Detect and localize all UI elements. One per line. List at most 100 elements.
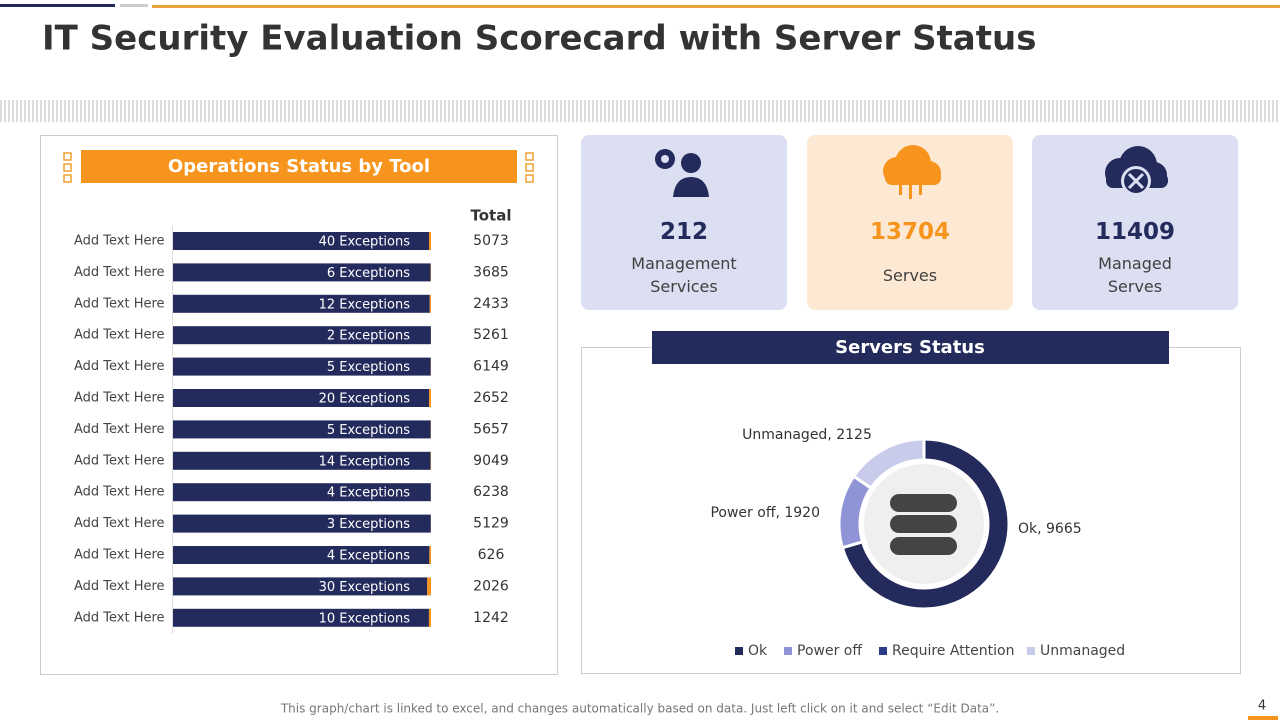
stripe [184,100,186,122]
slice-label: Ok, 9665 [1018,521,1082,537]
stripe [292,100,294,122]
stripe [452,100,454,122]
legend-swatch [784,647,792,655]
stripe [932,100,934,122]
stripe [56,100,58,122]
stripe-band [0,100,1278,122]
donut-chart-title: Servers Status [835,337,985,358]
stripe [616,100,618,122]
page-number: 4 [1258,699,1266,714]
stripe [668,100,670,122]
stripe [792,100,794,122]
stripe [476,100,478,122]
top-bar-navy [0,4,115,7]
stripe [692,100,694,122]
legend-swatch [879,647,887,655]
stripe [1212,100,1214,122]
stripe [312,100,314,122]
stripe [448,100,450,122]
legend-swatch [1027,647,1035,655]
stripe [1052,100,1054,122]
stripe [472,100,474,122]
stripe [1248,100,1250,122]
bar-segment [173,232,429,250]
stripe [236,100,238,122]
stripe [224,100,226,122]
stripe [404,100,406,122]
top-bar-orange [152,5,1280,8]
stripe [744,100,746,122]
total-value: 9049 [473,453,509,469]
stripe [304,100,306,122]
stripe [8,100,10,122]
kpi-label: Management Services [631,254,737,296]
stripe [648,100,650,122]
stripe [860,100,862,122]
stripe [332,100,334,122]
stripe [776,100,778,122]
stripe [1004,100,1006,122]
category-label: Add Text Here [74,453,165,468]
stripe [424,100,426,122]
stripe [1064,100,1066,122]
stripe [1220,100,1222,122]
bar-value-label: 6 Exceptions [327,266,410,281]
stripe [168,100,170,122]
stripe [584,100,586,122]
stripe [396,100,398,122]
stripe [316,100,318,122]
stripe [608,100,610,122]
stripe [836,100,838,122]
stripe [536,100,538,122]
stripe [936,100,938,122]
stripe [768,100,770,122]
bar-title-band [81,150,517,183]
stripe [392,100,394,122]
stripe [1204,100,1206,122]
stripe [556,100,558,122]
stripe [1024,100,1026,122]
left-panel [40,135,558,675]
stripe [444,100,446,122]
stripe [636,100,638,122]
stripe [336,100,338,122]
stripe [456,100,458,122]
stripe [872,100,874,122]
stripe [1092,100,1094,122]
stripe [1192,100,1194,122]
stripe [1112,100,1114,122]
stripe [684,100,686,122]
stripe [856,100,858,122]
stripe [500,100,502,122]
stripe [1032,100,1034,122]
stripe [1140,100,1142,122]
stripe [572,100,574,122]
stripe [1068,100,1070,122]
stripe [28,100,30,122]
stripe [1080,100,1082,122]
stripe [864,100,866,122]
stripe [92,100,94,122]
stripe [1036,100,1038,122]
legend-label: Ok [748,643,768,659]
stripe [720,100,722,122]
stripe [408,100,410,122]
legend-label: Power off [797,643,862,659]
stripe [384,100,386,122]
stripe [664,100,666,122]
stripe [188,100,190,122]
stripe [1096,100,1098,122]
stripe [732,100,734,122]
stripe [996,100,998,122]
category-label: Add Text Here [74,391,165,406]
stripe [1176,100,1178,122]
stripe [220,100,222,122]
stripe [784,100,786,122]
stripe [204,100,206,122]
stripe [852,100,854,122]
stripe [604,100,606,122]
bar-segment [173,326,431,345]
stripe [264,100,266,122]
stripe [976,100,978,122]
